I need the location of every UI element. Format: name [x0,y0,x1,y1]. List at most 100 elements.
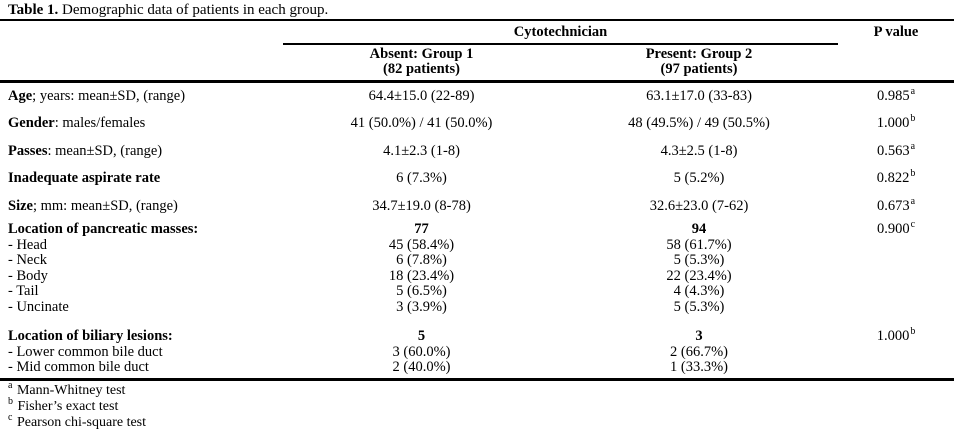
group1-value: 6 (7.8%) [396,252,447,268]
row-label-rest: - Head [8,236,48,253]
group2-value: 3 [695,328,703,344]
group1-value: 34.7±19.0 (8-78) [372,197,471,214]
group1-value: 77 [414,221,429,237]
row-label-bold: Gender [8,115,55,131]
p-superscript: b [910,113,916,125]
group2-header: Present: Group 2 (97 patients) [560,43,838,83]
p-number: 1.000 [876,115,910,131]
row-label-rest: - Lower common bile duct [8,343,163,360]
p-value: 0.673a [838,193,954,221]
row-label: - Tail [0,283,283,300]
group2-value: 5 (5.3%) [673,252,725,268]
group2-value: 58 (61.7%) [666,236,732,253]
group1-value: 3 (60.0%) [392,343,451,360]
demographics-table: Cytotechnician P value Absent: Group 1 (… [0,19,954,381]
p-value [838,360,954,381]
header-row-subgroups: Absent: Group 1 (82 patients) Present: G… [0,43,954,83]
group2-value: 4.3±2.5 (1-8) [660,142,738,159]
group1-value: 18 (23.4%) [388,267,455,284]
group2-value: 5 (5.3%) [673,298,725,315]
p-value [838,345,954,361]
group2-value: 94 [691,221,707,237]
p-value [838,253,954,269]
p-number: 0.673 [876,197,910,214]
group1-value: 6 (7.3%) [396,170,447,186]
footnote-a: a Mann-Whitney test [8,380,954,399]
group2-header-line2: (97 patients) [660,60,738,77]
row-label-rest: - Body [8,267,48,284]
group1-header: Absent: Group 1 (82 patients) [283,43,560,83]
group1-value: 64.4±15.0 (22-89) [368,87,475,104]
p-value [838,284,954,300]
row-label-rest: - Neck [8,252,48,268]
row-label: Inadequate aspirate rate [0,165,283,193]
group1-value: 45 (58.4%) [388,236,455,253]
table-row-neck: - Neck 6 (7.8%) 5 (5.3%) [0,252,954,269]
header-row-group: Cytotechnician P value [0,20,954,45]
row-label-rest: : males/females [54,115,146,131]
row-label: - Neck [0,252,283,269]
empty-header-cell [0,20,283,44]
table-title-number: Table 1. [8,2,59,18]
row-label-rest: - Tail [8,283,39,299]
p-value [838,269,954,285]
group1-value: 5 (6.5%) [396,283,447,299]
footnote-b: b Fisher’s exact test [8,395,954,415]
p-superscript: c [910,219,916,231]
row-label: - Mid common bile duct [0,359,283,381]
p-superscript: b [910,168,916,180]
row-label-rest: ; mm: mean±SD, (range) [32,197,178,214]
group1-value: 5 [417,328,426,344]
empty-header-cell [838,43,954,83]
footnote-text: Mann-Whitney test [16,382,126,398]
group2-value: 2 (66.7%) [670,343,728,360]
table-row-mid-cbd: - Mid common bile duct 2 (40.0%) 1 (33.3… [0,359,954,381]
group1-value: 41 (50.0%) / 41 (50.0%) [350,115,493,131]
group2-header-line1: Present: Group 2 [645,45,753,62]
p-value: 0.563a [838,138,954,166]
row-label: Age; years: mean±SD, (range) [0,81,283,110]
p-value: 0.822b [838,165,954,193]
p-superscript: a [910,140,916,152]
group1-value: 4.1±2.3 (1-8) [383,142,460,159]
footnote-text: Fisher’s exact test [17,398,119,414]
table-row-size: Size; mm: mean±SD, (range) 34.7±19.0 (8-… [0,193,954,221]
row-label: Size; mm: mean±SD, (range) [0,193,283,221]
p-superscript: a [910,85,916,97]
row-label-rest: ; years: mean±SD, (range) [32,87,186,104]
cytotechnician-header: Cytotechnician [283,20,838,45]
row-label: - Lower common bile duct [0,343,283,361]
group1-value: 2 (40.0%) [283,359,560,381]
p-number: 0.822 [876,170,910,186]
table-row-lower-cbd: - Lower common bile duct 3 (60.0%) 2 (66… [0,343,954,361]
group1-header-line2: (82 patients) [383,60,460,77]
footnotes: a Mann-Whitney test b Fisher’s exact tes… [0,380,954,431]
row-label-rest: - Mid common bile duct [8,359,149,375]
table-title: Table 1. Demographic data of patients in… [0,0,954,19]
p-number: 0.563 [876,142,910,159]
row-label: Location of pancreatic masses: [0,220,283,238]
group2-value: 4 (4.3%) [673,283,725,299]
p-value: 0.900c [838,220,954,238]
p-number: 1.000 [876,328,910,344]
footnote-text: Pearson chi-square test [16,414,147,430]
group1-value: 3 (3.9%) [396,298,447,315]
footnote-superscript: b [8,395,13,407]
p-value [838,238,954,254]
group1-header-line1: Absent: Group 1 [369,45,474,62]
row-label-bold: Passes [8,142,48,159]
p-number: 0.900 [876,221,910,237]
group2-value: 1 (33.3%) [560,359,838,381]
p-value: 0.985a [838,81,954,110]
row-label-bold: Inadequate aspirate rate [8,170,161,186]
group2-value: 22 (23.4%) [666,267,732,284]
group2-value: 5 (5.2%) [673,170,725,186]
p-value: 1.000b [838,110,954,138]
row-label: Location of biliary lesions: [0,315,283,345]
row-label-bold: Size [8,197,33,214]
table-row-passes: Passes: mean±SD, (range) 4.1±2.3 (1-8) 4… [0,138,954,166]
group2-value: 32.6±23.0 (7-62) [649,197,749,214]
table-row-inadequate-aspirate: Inadequate aspirate rate 6 (7.3%) 5 (5.2… [0,165,954,193]
p-value [838,300,954,316]
table-row-age: Age; years: mean±SD, (range) 64.4±15.0 (… [0,81,954,110]
